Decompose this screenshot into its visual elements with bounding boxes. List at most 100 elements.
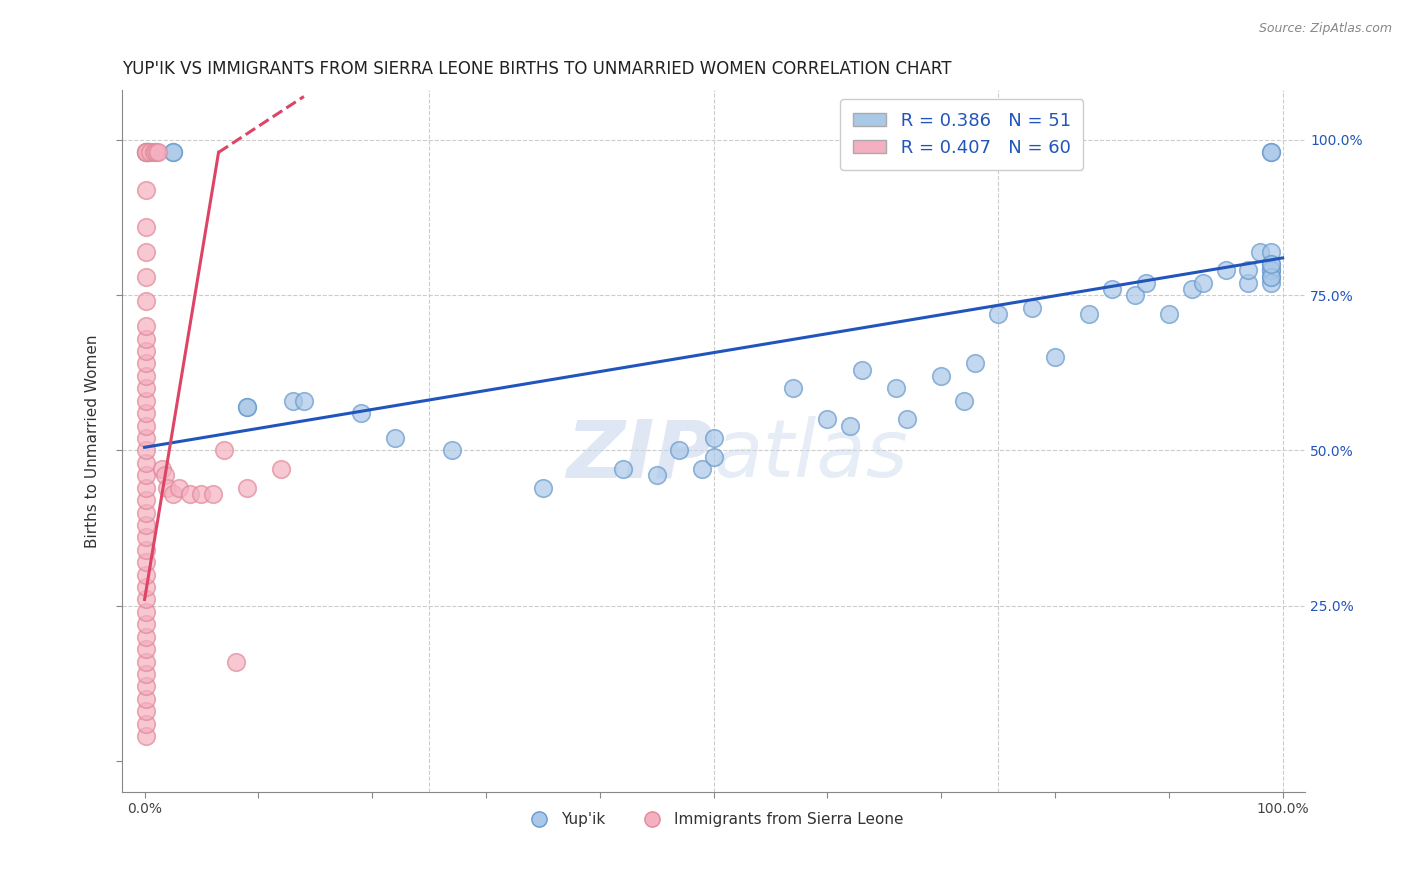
Point [135,418,157,433]
Point [236,481,259,495]
Point [153,468,176,483]
Point [1078,307,1101,321]
Point [1260,263,1282,277]
Point [953,393,976,408]
Point [965,357,987,371]
Point [135,145,157,160]
Point [135,580,157,594]
Point [135,481,157,495]
Point [201,487,224,501]
Point [851,362,873,376]
Point [135,456,157,470]
Point [135,145,157,160]
Point [136,145,159,160]
Point [384,431,406,445]
Text: YUP'IK VS IMMIGRANTS FROM SIERRA LEONE BIRTHS TO UNMARRIED WOMEN CORRELATION CHA: YUP'IK VS IMMIGRANTS FROM SIERRA LEONE B… [122,60,952,78]
Point [1181,282,1204,296]
Point [1260,145,1282,160]
Point [135,729,157,743]
Point [135,294,157,309]
Point [440,443,463,458]
Point [135,219,157,234]
Point [135,393,157,408]
Point [135,344,157,359]
Point [135,716,157,731]
Point [884,381,907,395]
Point [1249,244,1271,259]
Point [668,443,690,458]
Point [135,655,157,669]
Point [135,381,157,395]
Point [645,468,668,483]
Point [1123,288,1146,302]
Point [162,487,184,501]
Point [270,462,292,476]
Point [167,481,190,495]
Y-axis label: Births to Unmarried Women: Births to Unmarried Women [86,334,100,548]
Point [896,412,918,426]
Point [136,145,159,160]
Point [212,443,235,458]
Point [1192,276,1215,290]
Point [135,319,157,334]
Point [135,493,157,508]
Point [135,704,157,718]
Point [135,406,157,420]
Point [236,400,259,414]
Point [139,145,162,160]
Point [135,691,157,706]
Point [135,542,157,557]
Point [225,655,247,669]
Point [987,307,1010,321]
Point [179,487,201,501]
Point [839,418,862,433]
Point [1260,269,1282,284]
Text: atlas: atlas [714,417,908,494]
Point [350,406,373,420]
Point [190,487,212,501]
Point [135,506,157,520]
Point [815,412,838,426]
Point [135,244,157,259]
Point [1043,351,1066,365]
Point [703,450,725,464]
Point [292,393,315,408]
Point [531,481,554,495]
Point [1260,276,1282,290]
Point [135,145,157,160]
Point [135,269,157,284]
Point [135,431,157,445]
Point [135,630,157,644]
Point [162,145,184,160]
Point [135,368,157,383]
Point [1260,263,1282,277]
Point [281,393,304,408]
Point [135,592,157,607]
Point [135,183,157,197]
Point [1101,282,1123,296]
Point [135,567,157,582]
Point [929,368,952,383]
Point [135,145,157,160]
Point [135,443,157,458]
Point [135,332,157,346]
Point [148,145,170,160]
Point [703,431,725,445]
Point [1237,276,1260,290]
Point [135,555,157,569]
Point [135,617,157,632]
Point [135,530,157,544]
Point [135,468,157,483]
Point [690,462,713,476]
Point [135,357,157,371]
Point [1135,276,1157,290]
Point [1021,301,1043,315]
Point [135,145,157,160]
Point [236,400,259,414]
Point [1157,307,1180,321]
Point [1260,257,1282,271]
Point [135,667,157,681]
Point [135,605,157,619]
Point [612,462,634,476]
Point [156,481,179,495]
